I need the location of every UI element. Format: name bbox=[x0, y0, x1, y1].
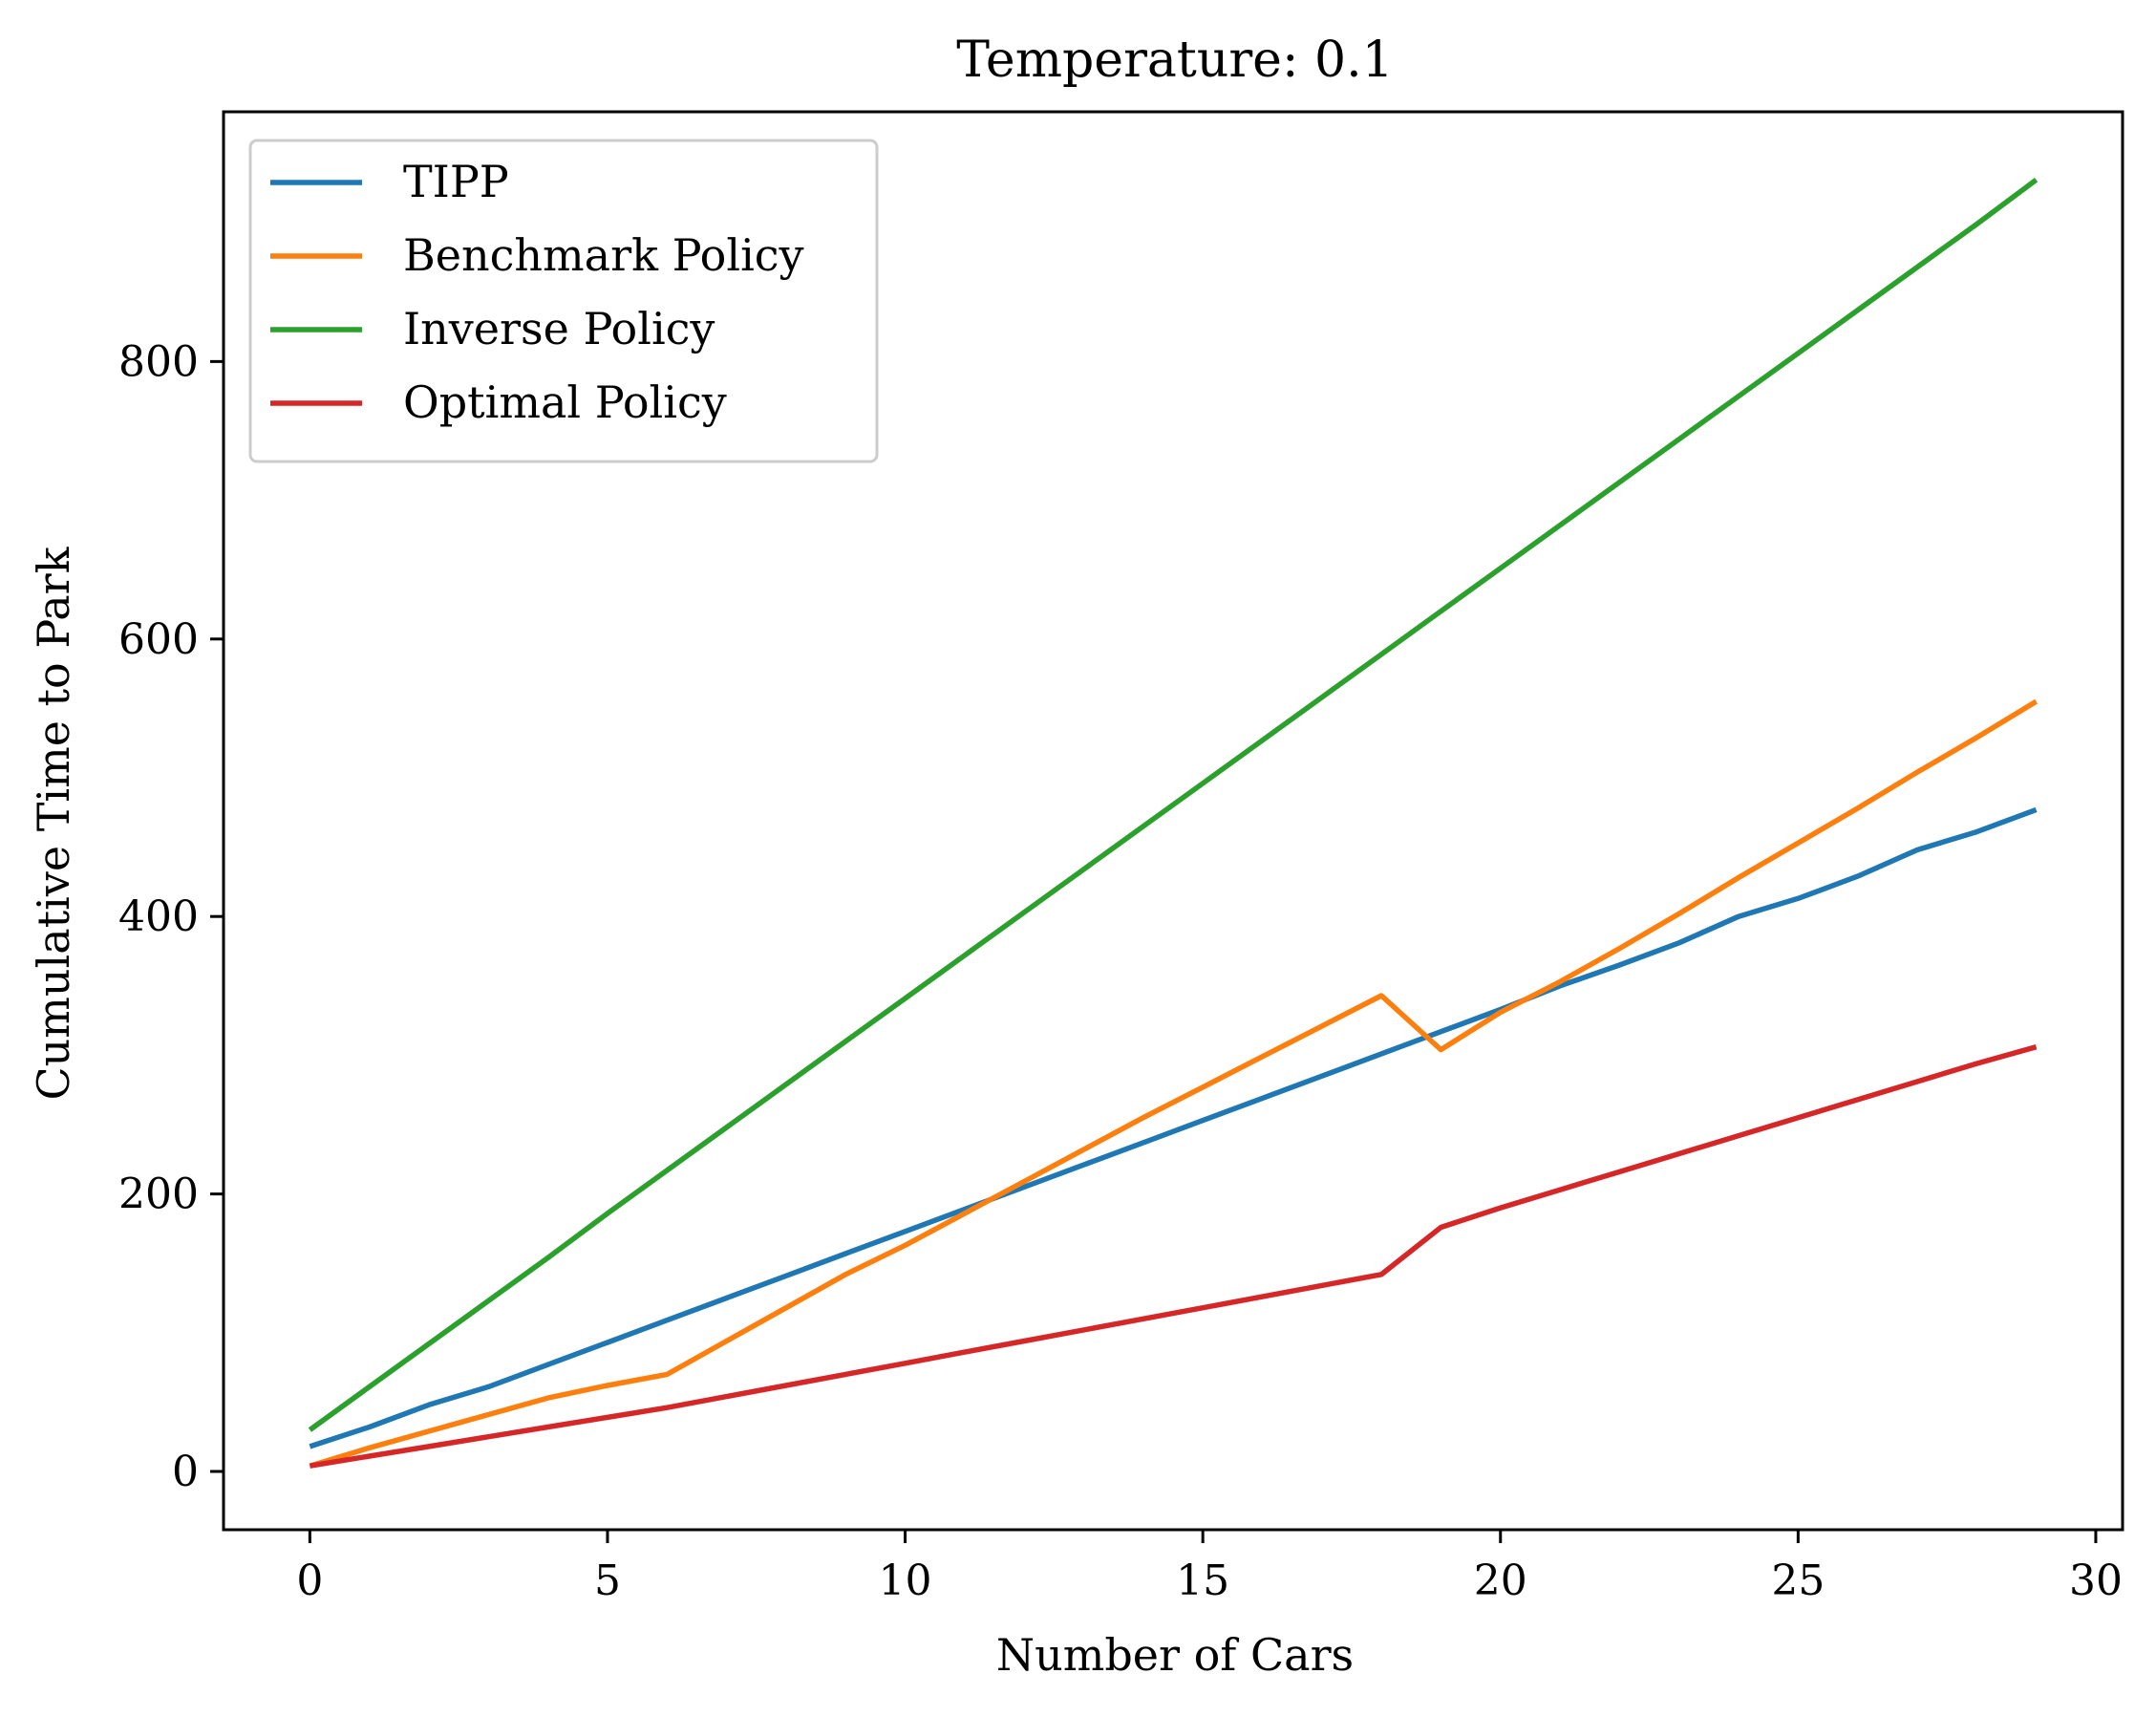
x-axis-label: Number of Cars bbox=[996, 1629, 1354, 1681]
legend: TIPP Benchmark Policy Inverse Policy Optima… bbox=[248, 139, 879, 463]
series-line-tipp bbox=[309, 806, 2038, 1449]
legend-label-benchmark-policy: Benchmark Policy bbox=[403, 229, 804, 281]
y-tick-label: 0 bbox=[172, 1448, 199, 1496]
x-tick-label: 20 bbox=[1474, 1556, 1527, 1605]
x-tick-label: 10 bbox=[879, 1556, 932, 1605]
legend-label-optimal-policy: Optimal Policy bbox=[403, 376, 727, 428]
x-tick-label: 15 bbox=[1176, 1556, 1229, 1605]
legend-label-inverse-policy: Inverse Policy bbox=[403, 303, 715, 354]
plot-frame bbox=[222, 110, 2124, 1532]
legend-box bbox=[248, 139, 879, 463]
x-tick-label: 30 bbox=[2069, 1556, 2123, 1605]
legend-label-tipp: TIPP bbox=[403, 156, 509, 207]
y-tick-label: 600 bbox=[118, 615, 199, 664]
y-axis-label: Cumulative Time to Park bbox=[28, 546, 79, 1100]
series-line-benchmark-policy bbox=[309, 698, 2039, 1469]
y-tick-label: 200 bbox=[118, 1170, 199, 1219]
axes: 0 5 10 15 20 25 30 0 200 400 600 800 bbox=[118, 110, 2124, 1605]
chart-title: Temperature: 0.1 bbox=[956, 32, 1393, 89]
x-tick-label: 5 bbox=[594, 1556, 621, 1605]
y-tick-label: 800 bbox=[118, 337, 199, 386]
x-tick-label: 25 bbox=[1771, 1556, 1825, 1605]
series-line-optimal-policy bbox=[309, 1044, 2038, 1469]
y-tick-label: 400 bbox=[118, 892, 199, 941]
series-line-inverse-policy bbox=[308, 177, 2039, 1432]
plot-area bbox=[308, 177, 2039, 1469]
x-tick-label: 0 bbox=[296, 1556, 323, 1605]
